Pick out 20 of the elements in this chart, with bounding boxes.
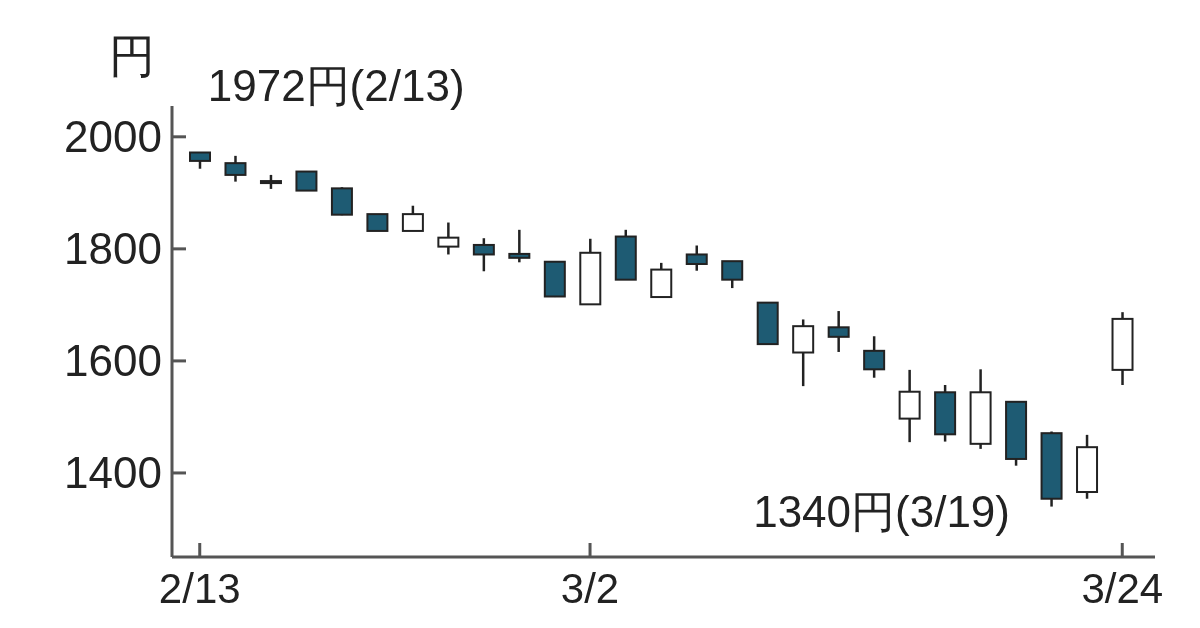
candlestick bbox=[508, 228, 531, 264]
y-axis-title: 円 bbox=[109, 30, 155, 82]
candlestick bbox=[863, 335, 886, 379]
x-tick-label: 3/2 bbox=[560, 565, 620, 612]
candlestick bbox=[437, 221, 460, 256]
y-tick-label: 1600 bbox=[64, 336, 162, 386]
candlestick bbox=[295, 170, 318, 192]
y-tick-label: 1400 bbox=[64, 448, 162, 498]
x-tick-label: 3/24 bbox=[1081, 565, 1164, 612]
candlestick bbox=[685, 244, 708, 272]
candlestick bbox=[827, 309, 850, 354]
candlestick bbox=[401, 204, 424, 233]
y-tick-label: 1800 bbox=[64, 224, 162, 274]
annotation: 1340円(3/19) bbox=[753, 487, 1010, 536]
candlestick bbox=[721, 259, 744, 290]
annotation: 1972円(2/13) bbox=[207, 60, 465, 110]
candlestick bbox=[472, 236, 495, 273]
y-tick-label: 2000 bbox=[64, 112, 162, 162]
candlestick bbox=[224, 154, 247, 183]
x-tick-label: 2/13 bbox=[158, 565, 241, 612]
